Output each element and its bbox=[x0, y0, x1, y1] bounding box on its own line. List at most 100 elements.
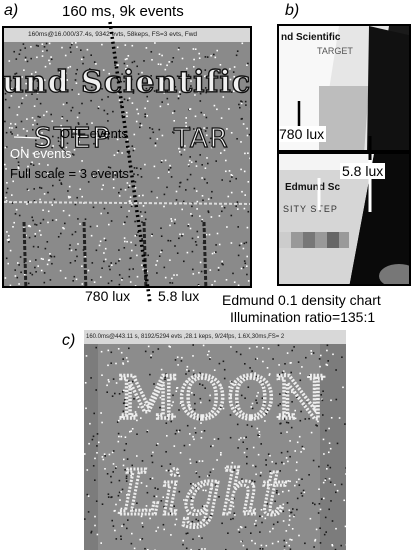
event-pixel bbox=[21, 76, 23, 78]
event-pixel bbox=[145, 47, 148, 49]
event-pixel bbox=[40, 257, 43, 260]
event-pixel bbox=[247, 386, 250, 388]
event-pixel bbox=[203, 430, 206, 432]
event-pixel bbox=[342, 386, 344, 389]
event-pixel bbox=[104, 455, 106, 457]
event-pixel bbox=[196, 490, 199, 493]
event-pixel bbox=[291, 528, 294, 530]
event-pixel bbox=[246, 510, 248, 512]
event-pixel bbox=[86, 144, 89, 147]
event-pixel bbox=[160, 161, 163, 163]
event-pixel bbox=[214, 484, 217, 486]
event-pixel bbox=[259, 531, 261, 533]
event-pixel bbox=[150, 75, 152, 77]
event-pixel bbox=[197, 129, 199, 132]
event-pixel bbox=[150, 356, 152, 359]
event-pixel bbox=[114, 172, 116, 174]
event-pixel bbox=[246, 265, 248, 267]
event-pixel bbox=[177, 95, 180, 97]
event-pixel bbox=[236, 50, 239, 52]
event-pixel bbox=[230, 214, 233, 217]
event-pixel bbox=[84, 218, 87, 220]
event-pixel bbox=[192, 435, 194, 438]
event-pixel bbox=[130, 430, 132, 432]
event-pixel bbox=[15, 72, 18, 75]
event-pixel bbox=[104, 239, 107, 242]
event-pixel bbox=[312, 459, 315, 462]
event-pixel bbox=[207, 211, 210, 214]
event-pixel bbox=[302, 489, 305, 492]
event-pixel bbox=[23, 273, 26, 276]
event-pixel bbox=[107, 496, 110, 498]
event-pixel bbox=[119, 499, 121, 501]
event-pixel bbox=[288, 515, 291, 517]
event-pixel bbox=[130, 474, 132, 477]
event-pixel bbox=[174, 218, 176, 221]
event-pixel bbox=[66, 79, 68, 81]
event-pixel bbox=[176, 252, 179, 254]
event-pixel bbox=[92, 435, 95, 438]
event-pixel bbox=[133, 547, 136, 550]
event-pixel bbox=[50, 113, 52, 116]
event-pixel bbox=[62, 103, 65, 106]
event-pixel bbox=[234, 383, 237, 386]
event-pixel bbox=[115, 262, 117, 265]
event-pixel bbox=[247, 181, 250, 183]
event-pixel bbox=[52, 184, 54, 187]
event-pixel bbox=[122, 363, 125, 365]
event-pixel bbox=[53, 198, 56, 201]
event-pixel bbox=[283, 462, 285, 465]
event-pixel bbox=[141, 522, 144, 524]
event-pixel bbox=[345, 467, 346, 469]
event-pixel bbox=[198, 418, 201, 421]
panel-a-boundary-overlay bbox=[108, 21, 152, 304]
event-pixel bbox=[241, 101, 243, 103]
event-pixel bbox=[24, 47, 26, 49]
event-pixel bbox=[176, 356, 179, 358]
event-pixel bbox=[163, 92, 165, 94]
event-pixel bbox=[256, 357, 258, 360]
event-pixel bbox=[75, 42, 77, 44]
event-pixel bbox=[174, 245, 176, 247]
event-pixel bbox=[176, 274, 178, 276]
event-pixel bbox=[280, 422, 282, 425]
event-pixel bbox=[19, 49, 22, 51]
event-pixel bbox=[146, 491, 149, 494]
event-pixel bbox=[194, 402, 196, 405]
event-pixel bbox=[175, 190, 178, 193]
event-pixel bbox=[221, 205, 223, 208]
event-pixel bbox=[8, 87, 11, 90]
event-pixel bbox=[80, 128, 83, 130]
event-pixel bbox=[128, 97, 131, 100]
event-pixel bbox=[133, 133, 136, 136]
event-pixel bbox=[186, 251, 189, 254]
event-pixel bbox=[230, 346, 232, 348]
event-pixel bbox=[116, 46, 119, 49]
event-pixel bbox=[187, 163, 190, 166]
event-pixel bbox=[208, 233, 211, 236]
event-pixel bbox=[335, 491, 337, 494]
event-pixel bbox=[112, 178, 115, 181]
event-pixel bbox=[211, 190, 213, 193]
event-pixel bbox=[162, 496, 164, 498]
event-pixel bbox=[241, 42, 244, 45]
event-pixel bbox=[152, 131, 155, 134]
event-pixel bbox=[213, 53, 215, 56]
event-pixel bbox=[36, 123, 39, 125]
event-pixel bbox=[256, 402, 258, 404]
event-pixel bbox=[111, 496, 113, 498]
event-pixel bbox=[204, 548, 206, 550]
event-pixel bbox=[110, 362, 112, 364]
event-pixel bbox=[84, 382, 87, 384]
event-pixel bbox=[50, 56, 52, 58]
event-pixel bbox=[173, 274, 175, 276]
event-pixel bbox=[294, 450, 296, 452]
event-pixel bbox=[303, 448, 305, 450]
event-pixel bbox=[235, 205, 237, 207]
event-pixel bbox=[298, 534, 300, 537]
event-pixel bbox=[246, 462, 248, 465]
event-pixel bbox=[235, 488, 237, 490]
event-pixel bbox=[301, 478, 303, 480]
event-pixel bbox=[298, 435, 301, 438]
event-pixel bbox=[328, 508, 330, 511]
